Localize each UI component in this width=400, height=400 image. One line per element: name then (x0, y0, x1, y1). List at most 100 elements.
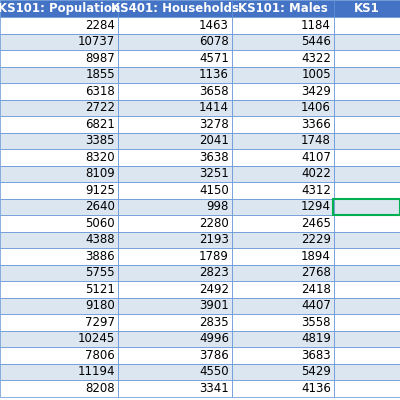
Text: 4571: 4571 (199, 52, 229, 65)
Bar (232, 347, 334, 364)
Text: 5446: 5446 (301, 35, 331, 48)
Text: 7806: 7806 (85, 349, 115, 362)
Text: 3658: 3658 (199, 85, 229, 98)
Bar (118, 182, 232, 198)
Bar (0, 264, 118, 281)
Text: 3638: 3638 (199, 151, 229, 164)
Text: 1748: 1748 (301, 134, 331, 147)
Text: 2418: 2418 (301, 283, 331, 296)
Bar (333, 198, 400, 215)
Bar (232, 281, 334, 298)
Text: 2229: 2229 (301, 233, 331, 246)
Text: 5429: 5429 (301, 365, 331, 378)
Bar (334, 0, 400, 17)
Text: 11194: 11194 (78, 365, 115, 378)
Text: KS101: Males: KS101: Males (238, 2, 328, 15)
Bar (118, 132, 232, 149)
Text: 3385: 3385 (86, 134, 115, 147)
Bar (232, 215, 334, 232)
Text: 6078: 6078 (199, 35, 229, 48)
Bar (0, 330, 118, 347)
Bar (334, 347, 400, 364)
Text: 3786: 3786 (199, 349, 229, 362)
Bar (232, 149, 334, 166)
Bar (232, 132, 334, 149)
Bar (0, 248, 118, 264)
Bar (334, 248, 400, 264)
Bar (0, 281, 118, 298)
Text: 1414: 1414 (199, 101, 229, 114)
Text: 4407: 4407 (301, 299, 331, 312)
Bar (232, 0, 334, 17)
Bar (0, 17, 118, 34)
Text: 5755: 5755 (85, 266, 115, 279)
Text: 1005: 1005 (301, 68, 331, 81)
Bar (334, 50, 400, 66)
Bar (118, 314, 232, 330)
Bar (334, 298, 400, 314)
Text: 3429: 3429 (301, 85, 331, 98)
Bar (118, 232, 232, 248)
Bar (0, 0, 118, 17)
Text: KS401: Households: KS401: Households (111, 2, 239, 15)
Bar (334, 166, 400, 182)
Text: 1136: 1136 (199, 68, 229, 81)
Bar (0, 182, 118, 198)
Text: 10737: 10737 (78, 35, 115, 48)
Text: 4136: 4136 (301, 382, 331, 395)
Text: 2465: 2465 (301, 217, 331, 230)
Text: 1789: 1789 (199, 250, 229, 263)
Text: 1294: 1294 (301, 200, 331, 213)
Bar (118, 330, 232, 347)
Bar (0, 298, 118, 314)
Bar (334, 264, 400, 281)
Text: 5121: 5121 (85, 283, 115, 296)
Bar (334, 215, 400, 232)
Text: KS101: Population: KS101: Population (0, 2, 120, 15)
Bar (232, 264, 334, 281)
Bar (334, 314, 400, 330)
Bar (334, 281, 400, 298)
Bar (118, 166, 232, 182)
Bar (232, 17, 334, 34)
Bar (118, 198, 232, 215)
Bar (232, 248, 334, 264)
Text: 4996: 4996 (199, 332, 229, 345)
Text: 4388: 4388 (85, 233, 115, 246)
Text: 8987: 8987 (85, 52, 115, 65)
Text: 1894: 1894 (301, 250, 331, 263)
Text: 10245: 10245 (78, 332, 115, 345)
Bar (118, 298, 232, 314)
Text: 5060: 5060 (85, 217, 115, 230)
Text: 3366: 3366 (301, 118, 331, 131)
Bar (0, 364, 118, 380)
Text: 998: 998 (207, 200, 229, 213)
Bar (118, 215, 232, 232)
Text: 4819: 4819 (301, 332, 331, 345)
Text: 2280: 2280 (199, 217, 229, 230)
Bar (0, 34, 118, 50)
Bar (232, 380, 334, 396)
Bar (232, 364, 334, 380)
Bar (334, 232, 400, 248)
Bar (118, 66, 232, 83)
Bar (0, 132, 118, 149)
Bar (232, 314, 334, 330)
Text: 2835: 2835 (199, 316, 229, 329)
Bar (118, 248, 232, 264)
Bar (0, 347, 118, 364)
Bar (232, 166, 334, 182)
Bar (232, 116, 334, 132)
Text: 2722: 2722 (85, 101, 115, 114)
Text: 1184: 1184 (301, 19, 331, 32)
Bar (0, 232, 118, 248)
Bar (334, 330, 400, 347)
Bar (334, 116, 400, 132)
Bar (334, 83, 400, 100)
Text: 4550: 4550 (199, 365, 229, 378)
Text: 3251: 3251 (199, 167, 229, 180)
Text: 8109: 8109 (85, 167, 115, 180)
Bar (118, 264, 232, 281)
Bar (334, 66, 400, 83)
Bar (0, 149, 118, 166)
